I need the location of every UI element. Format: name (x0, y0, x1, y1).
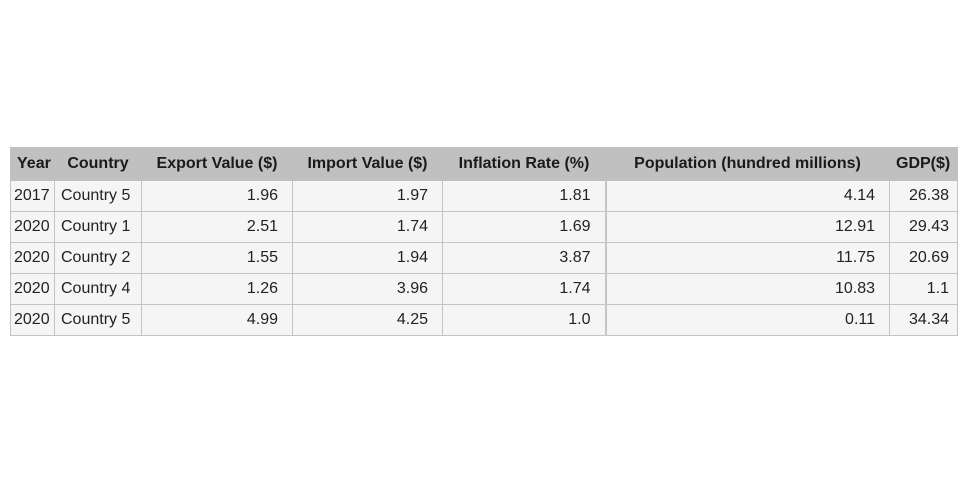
cell-country: Country 2 (54, 242, 142, 274)
cell-inflation-rate: 1.81 (442, 180, 606, 212)
cell-population: 10.83 (604, 273, 890, 305)
cell-import-value: 4.25 (292, 304, 443, 336)
cell-inflation-rate: 1.74 (442, 273, 606, 305)
column-header-gdp: GDP($) (889, 147, 958, 181)
cell-gdp: 34.34 (889, 304, 958, 336)
column-header-country: Country (54, 147, 142, 181)
cell-inflation-rate: 1.69 (442, 211, 606, 243)
column-header-import-value: Import Value ($) (292, 147, 443, 181)
cell-export-value: 1.96 (141, 180, 293, 212)
cell-export-value: 4.99 (141, 304, 293, 336)
cell-import-value: 1.94 (292, 242, 443, 274)
cell-inflation-rate: 3.87 (442, 242, 606, 274)
data-table-container: Year Country Export Value ($) Import Val… (10, 147, 958, 336)
column-header-population: Population (hundred millions) (605, 147, 890, 181)
cell-population: 11.75 (604, 242, 890, 274)
table-row: 2020 Country 2 1.55 1.94 3.87 11.75 20.6… (10, 242, 958, 274)
column-header-export-value: Export Value ($) (141, 147, 293, 181)
cell-gdp: 29.43 (889, 211, 958, 243)
cell-year: 2020 (10, 242, 55, 274)
table-row: 2020 Country 1 2.51 1.74 1.69 12.91 29.4… (10, 211, 958, 243)
cell-year: 2020 (10, 211, 55, 243)
cell-population: 0.11 (604, 304, 890, 336)
cell-gdp: 26.38 (889, 180, 958, 212)
cell-import-value: 3.96 (292, 273, 443, 305)
cell-country: Country 5 (54, 304, 142, 336)
cell-country: Country 1 (54, 211, 142, 243)
cell-year: 2020 (10, 304, 55, 336)
cell-population: 4.14 (604, 180, 890, 212)
cell-year: 2017 (10, 180, 55, 212)
cell-import-value: 1.97 (292, 180, 443, 212)
cell-country: Country 5 (54, 180, 142, 212)
cell-gdp: 20.69 (889, 242, 958, 274)
cell-export-value: 1.55 (141, 242, 293, 274)
column-header-year: Year (10, 147, 55, 181)
column-header-inflation-rate: Inflation Rate (%) (442, 147, 606, 181)
cell-population: 12.91 (604, 211, 890, 243)
cell-export-value: 2.51 (141, 211, 293, 243)
cell-inflation-rate: 1.0 (442, 304, 606, 336)
cell-export-value: 1.26 (141, 273, 293, 305)
cell-country: Country 4 (54, 273, 142, 305)
table-header-row: Year Country Export Value ($) Import Val… (10, 147, 958, 181)
data-table: Year Country Export Value ($) Import Val… (10, 147, 958, 336)
cell-year: 2020 (10, 273, 55, 305)
table-row: 2017 Country 5 1.96 1.97 1.81 4.14 26.38 (10, 180, 958, 212)
table-row: 2020 Country 4 1.26 3.96 1.74 10.83 1.1 (10, 273, 958, 305)
cell-gdp: 1.1 (889, 273, 958, 305)
cell-import-value: 1.74 (292, 211, 443, 243)
table-row: 2020 Country 5 4.99 4.25 1.0 0.11 34.34 (10, 304, 958, 336)
